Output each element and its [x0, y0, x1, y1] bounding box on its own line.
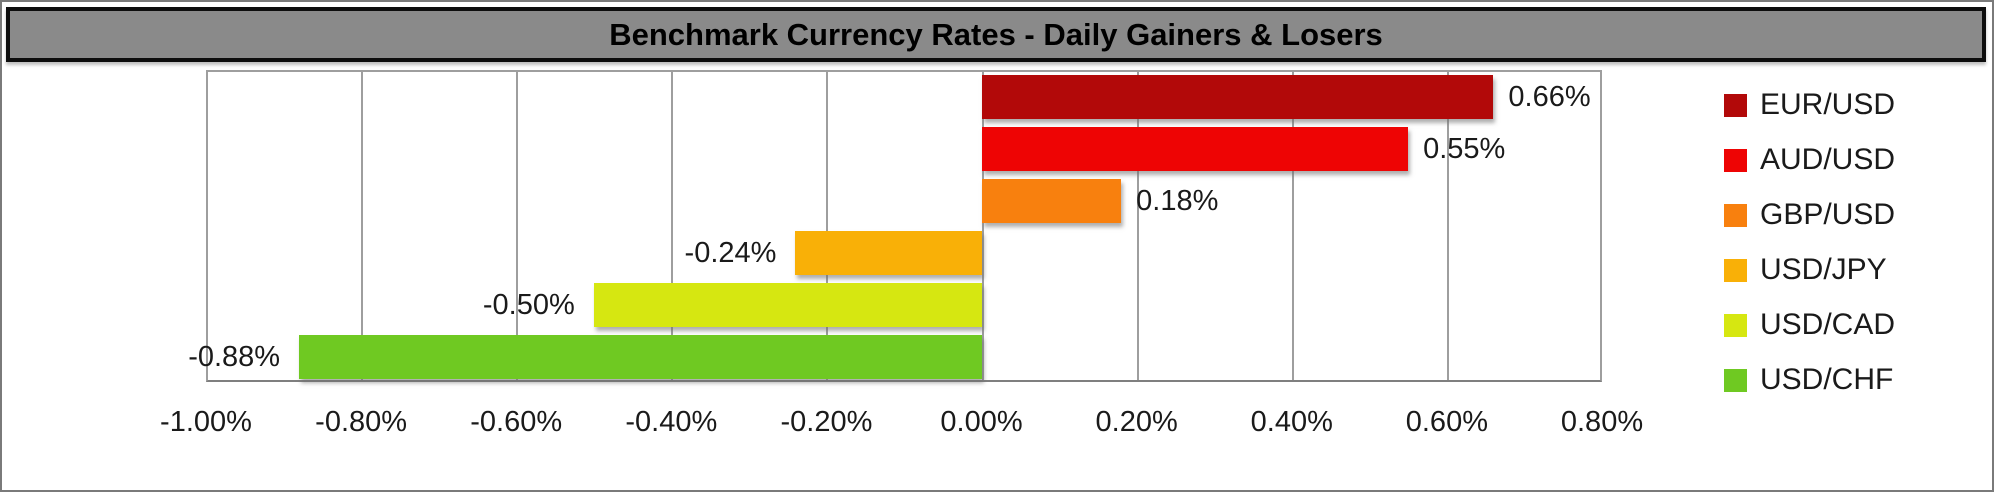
chart-title: Benchmark Currency Rates - Daily Gainers…	[609, 16, 1383, 52]
legend-item-usd-jpy: USD/JPY	[1724, 247, 1887, 293]
legend-swatch-icon	[1724, 203, 1747, 227]
bar-usd-chf	[299, 335, 982, 379]
bar-value-label: 0.66%	[1508, 81, 1591, 113]
chart-title-banner: Benchmark Currency Rates - Daily Gainers…	[6, 7, 1986, 62]
gridline	[516, 72, 519, 380]
bar-value-label: -0.50%	[482, 289, 575, 321]
bar-eur-usd	[981, 75, 1494, 119]
legend-swatch-icon	[1724, 313, 1747, 337]
bar-gbp-usd	[981, 179, 1122, 223]
bar-usd-jpy	[795, 231, 982, 275]
legend-label: EUR/USD	[1760, 88, 1896, 121]
x-tick-label: -0.20%	[780, 406, 873, 438]
gridline	[1136, 72, 1139, 380]
x-tick-label: 0.80%	[1560, 406, 1644, 438]
x-tick-label: 0.60%	[1405, 406, 1488, 438]
legend-label: USD/JPY	[1760, 253, 1887, 286]
bar-value-label: 0.55%	[1423, 133, 1506, 165]
legend-item-eur-usd: EUR/USD	[1724, 82, 1895, 128]
bar-aud-usd	[981, 127, 1409, 171]
legend-item-gbp-usd: GBP/USD	[1724, 192, 1895, 238]
x-tick-label: 0.20%	[1095, 406, 1178, 438]
x-tick-label: -0.60%	[470, 406, 563, 438]
bar-value-label: -0.24%	[684, 237, 777, 269]
legend-item-usd-cad: USD/CAD	[1724, 302, 1895, 348]
gridline	[361, 72, 364, 380]
legend-label: USD/CAD	[1760, 308, 1896, 341]
bar-value-label: 0.18%	[1136, 185, 1219, 217]
plot-area	[206, 70, 1602, 382]
x-tick-label: 0.00%	[940, 406, 1023, 438]
gridline	[1291, 72, 1294, 380]
gridline	[826, 72, 829, 380]
x-tick-label: 0.40%	[1250, 406, 1333, 438]
gridline	[1446, 72, 1449, 380]
x-tick-label: -0.40%	[625, 406, 718, 438]
legend-label: USD/CHF	[1760, 363, 1894, 396]
legend-swatch-icon	[1724, 93, 1747, 117]
bar-value-label: -0.88%	[188, 341, 281, 373]
bar-usd-cad	[593, 283, 982, 327]
legend-swatch-icon	[1724, 368, 1747, 392]
gridline	[671, 72, 674, 380]
legend-item-usd-chf: USD/CHF	[1724, 357, 1893, 403]
x-tick-label: -1.00%	[160, 406, 252, 438]
gridline	[981, 72, 984, 380]
legend-item-aud-usd: AUD/USD	[1724, 137, 1895, 183]
legend-label: AUD/USD	[1760, 143, 1896, 176]
legend-swatch-icon	[1724, 258, 1747, 282]
legend-label: GBP/USD	[1760, 198, 1896, 231]
x-tick-label: -0.80%	[315, 406, 408, 438]
legend-swatch-icon	[1724, 148, 1747, 172]
